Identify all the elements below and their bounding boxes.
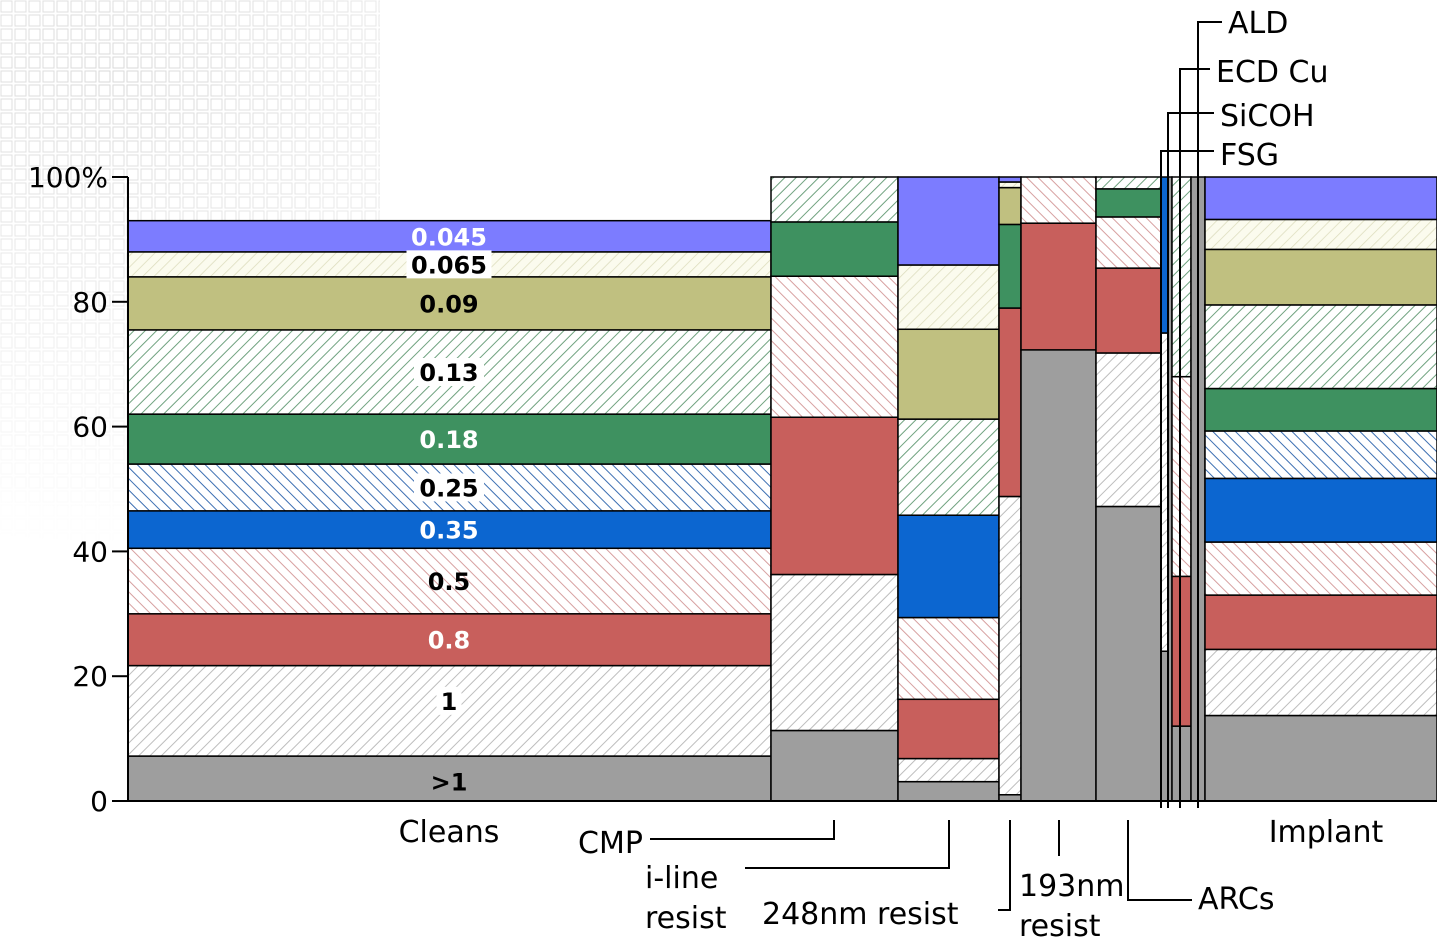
segment-label-0_8: 0.8: [428, 627, 471, 655]
segment-label-background: [414, 473, 484, 502]
segment-implant-1: [1204, 648, 1437, 717]
segment-193nm-resist-_1: [1020, 349, 1097, 802]
y-tick-label: 40: [72, 535, 108, 568]
segment-i-line-resist-1: [897, 757, 1000, 783]
leader-248nm: [998, 820, 1011, 911]
segment-i-line-resist-0_5: [897, 616, 1000, 701]
plot-area: [127, 176, 1437, 802]
segment-arcs-0_13: [1095, 176, 1162, 190]
segment-cmp-0_13: [770, 176, 899, 223]
segment-implant-0_18: [1204, 387, 1437, 432]
segment-i-line-resist-0_35: [897, 514, 1000, 619]
segment-label-0_5: 0.5: [428, 568, 471, 596]
segment-cleans-0_09: [127, 276, 772, 331]
category-label-193nm-1: 193nm: [1019, 869, 1125, 904]
segment-label-0_18: 0.18: [419, 426, 478, 454]
segment-label-background: [414, 358, 484, 386]
segment-implant-_1: [1204, 714, 1437, 802]
segment-ecd-cu-0_5: [1171, 375, 1192, 578]
leader-iline: [745, 820, 950, 869]
segment-cmp-0_18: [770, 221, 899, 277]
segment-label-0_35: 0.35: [419, 517, 478, 545]
segment-i-line-resist-0_13: [897, 418, 1000, 516]
category-label-ald: ALD: [1228, 6, 1288, 41]
segment-i-line-resist-0_09: [897, 328, 1000, 420]
segment-cmp-0_8: [770, 416, 899, 576]
segment-arcs-0_5: [1095, 216, 1162, 269]
y-tick-label: 60: [72, 411, 108, 444]
segment-193nm-resist-0_8: [1020, 222, 1097, 351]
segment-implant-0_13: [1204, 304, 1437, 390]
segment-label-0_045: 0.045: [411, 223, 487, 251]
segment-248nm-resist-0_18: [998, 223, 1022, 309]
segment-fsg-1: [1160, 332, 1169, 652]
segment-label-0_065: 0.065: [411, 251, 487, 279]
y-axis: 0 20 40 60 80 100%: [28, 161, 1437, 818]
segment-arcs-0_18: [1095, 188, 1162, 218]
leader-fsg: [1160, 150, 1214, 808]
category-label-248nm: 248nm resist: [762, 897, 959, 932]
category-label-implant: Implant: [1269, 815, 1384, 850]
category-label-cmp: CMP: [578, 826, 643, 861]
segment-248nm-resist-0_8: [998, 307, 1022, 498]
segment-ecd-cu-0_8: [1171, 575, 1192, 727]
leader-arcs: [1127, 820, 1192, 901]
segment-193nm-resist-0_5: [1020, 176, 1097, 224]
segment-cleans-0_18: [127, 413, 772, 465]
segment-implant-0_09: [1204, 248, 1437, 306]
y-tick-label: 80: [72, 286, 108, 319]
segment-arcs-1: [1095, 352, 1162, 508]
segment-arcs-0_8: [1095, 267, 1162, 354]
segment-implant-0_5: [1204, 541, 1437, 596]
category-label-fsg: FSG: [1220, 138, 1279, 173]
category-label-sicoh: SiCOH: [1220, 99, 1315, 134]
segment-cmp-0_5: [770, 275, 899, 418]
segment-fsg-_1: [1160, 650, 1169, 802]
segment-248nm-resist-0_045: [998, 176, 1022, 183]
segment-implant-0_8: [1204, 594, 1437, 651]
segment-label-0_13: 0.13: [419, 359, 478, 387]
category-label-cleans: Cleans: [399, 815, 500, 850]
segment-label-0_09: 0.09: [419, 290, 478, 318]
category-label-193nm-2: resist: [1019, 909, 1101, 943]
segment-i-line-resist-0_065: [897, 264, 1000, 331]
category-label-ecd-cu: ECD Cu: [1216, 55, 1329, 90]
segment-i-line-resist-_1: [897, 780, 1000, 802]
leader-ecd-cu: [1179, 68, 1210, 808]
segment-label-1: 1: [441, 688, 458, 716]
segment-fsg-0_35: [1160, 176, 1169, 334]
segment-label-background: [436, 686, 462, 715]
segment-implant-0_065: [1204, 218, 1437, 251]
segment-ecd-cu-0_13: [1171, 176, 1192, 378]
leader-sicoh: [1167, 112, 1214, 808]
segment-i-line-resist-0_8: [897, 698, 1000, 760]
segment-implant-0_045: [1204, 176, 1437, 221]
segment-implant-0_25: [1204, 430, 1437, 480]
segment-label-0_25: 0.25: [419, 474, 478, 502]
segment-cmp-1: [770, 573, 899, 732]
category-label-iline-2: resist: [645, 901, 727, 936]
segment-label-background: [406, 250, 492, 279]
category-label-arcs: ARCs: [1198, 882, 1274, 917]
y-tick-label: 20: [72, 660, 108, 693]
segment-248nm-resist-1: [998, 495, 1022, 796]
segment-ecd-cu-_1: [1171, 725, 1192, 802]
segment-cmp-_1: [770, 729, 899, 802]
leader-ald: [1197, 21, 1222, 808]
y-tick-label: 100%: [28, 161, 108, 194]
y-tick-label: 0: [90, 785, 108, 818]
segment-i-line-resist-0_045: [897, 176, 1000, 266]
segment-arcs-_1: [1095, 505, 1162, 802]
segment-248nm-resist-0_09: [998, 186, 1022, 226]
segment-label-_1: >1: [431, 769, 468, 797]
leader-cmp: [650, 820, 835, 840]
category-label-iline-1: i-line: [645, 861, 718, 896]
segment-implant-0_35: [1204, 477, 1437, 543]
segment-cleans-0_35: [127, 510, 772, 550]
segment-248nm-resist-0_065: [998, 181, 1022, 189]
